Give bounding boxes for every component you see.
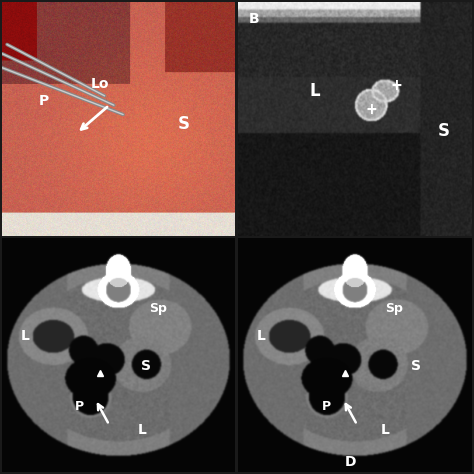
Text: L: L (381, 422, 390, 437)
Text: P: P (74, 400, 83, 413)
Text: D: D (345, 456, 356, 469)
Text: Sp: Sp (385, 301, 403, 315)
Text: S: S (410, 359, 420, 374)
Text: P: P (322, 400, 331, 413)
Text: S: S (438, 122, 449, 140)
Text: Lo: Lo (91, 77, 109, 91)
Text: P: P (39, 93, 49, 108)
Text: L: L (257, 329, 266, 343)
Text: L: L (21, 329, 30, 343)
Text: +: + (392, 77, 402, 95)
Text: +: + (366, 101, 376, 119)
Text: B: B (249, 12, 260, 26)
Text: L: L (310, 82, 320, 100)
Text: S: S (178, 115, 190, 133)
Text: L: L (137, 422, 146, 437)
Text: Sp: Sp (149, 301, 167, 315)
Text: S: S (141, 359, 151, 374)
